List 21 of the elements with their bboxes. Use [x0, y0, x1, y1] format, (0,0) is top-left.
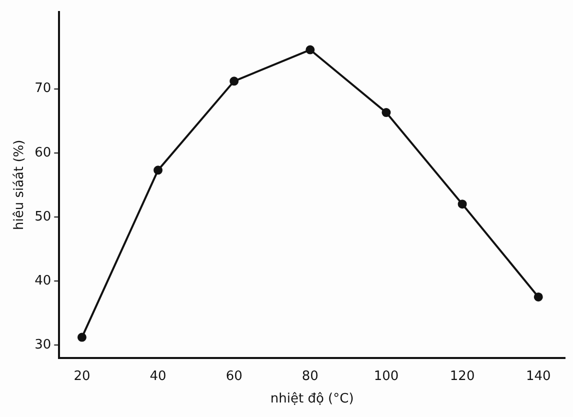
x-tick-label: 40: [150, 368, 166, 384]
y-axis-title: hiêu siáát (%): [12, 140, 28, 230]
point: [77, 332, 86, 342]
point: [306, 45, 315, 54]
x-tick-label: 100: [374, 368, 399, 384]
point: [382, 108, 391, 118]
point: [230, 76, 239, 86]
y-tick-label: 70: [34, 81, 52, 96]
x-tick-label: 80: [302, 368, 318, 384]
y-tick-label: 40: [34, 273, 52, 288]
point: [154, 166, 163, 175]
x-tick-label: 60: [226, 368, 242, 384]
x-tick-label: 120: [450, 368, 475, 384]
x-axis-title: nhiệt độ (°C): [270, 392, 354, 407]
x-tick-label: 20: [74, 368, 90, 384]
y-tick-label: 30: [34, 337, 52, 352]
y-tick-label: 50: [34, 209, 52, 224]
point: [458, 200, 467, 209]
x-tick-label: 140: [526, 368, 551, 384]
point: [534, 292, 543, 302]
y-tick-label: 60: [34, 145, 52, 160]
